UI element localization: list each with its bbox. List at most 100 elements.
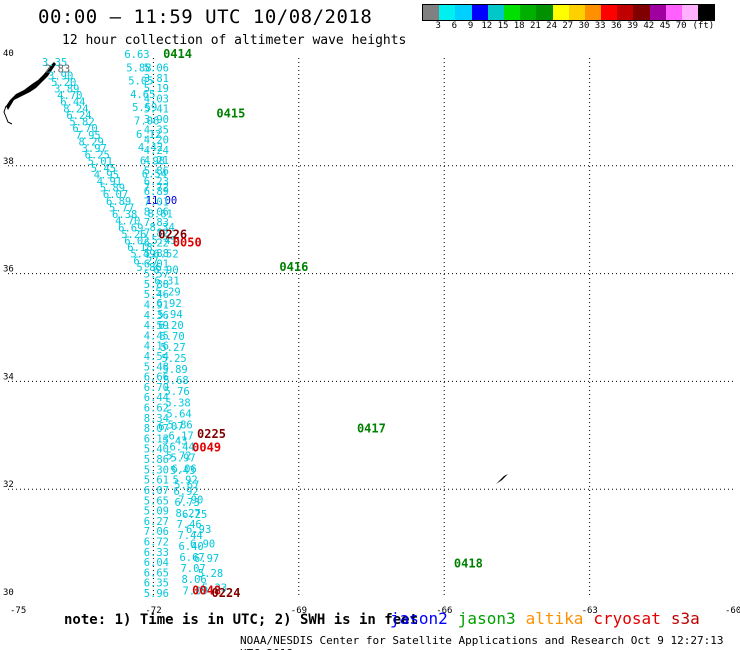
swh-value-label: 4.42 xyxy=(138,142,163,154)
swh-value-label: 5.45 xyxy=(151,235,176,247)
swh-value-label: 6.90 xyxy=(153,265,178,277)
swh-value-label: 5.41 xyxy=(144,104,169,116)
lat-tick-label: 36 xyxy=(3,265,14,275)
swh-value-label: 5.27 xyxy=(160,342,185,354)
swh-value-label: 5.29 xyxy=(155,287,180,299)
swh-value-label: 3.97 xyxy=(82,143,107,155)
swh-value-label: 6.92 xyxy=(156,298,181,310)
swh-value-label: 7.46 xyxy=(176,519,201,531)
swh-value-label: 6.62 xyxy=(144,403,169,415)
swh-value-label: 6.97 xyxy=(194,553,219,565)
credit-line: NOAA/NESDIS Center for Satellite Applica… xyxy=(240,634,724,650)
swh-value-label: 8.07 xyxy=(144,423,169,435)
swh-value-label: 6.92 xyxy=(173,486,198,498)
swh-value-label: 5.86 xyxy=(167,419,192,431)
pass-time-label: 0415 xyxy=(216,106,245,120)
swh-value-label: 5.09 xyxy=(144,506,169,518)
swh-value-label: 8.34 xyxy=(144,413,169,425)
swh-value-label: 7.90 xyxy=(178,494,203,506)
lon-tick-label: -66 xyxy=(436,606,452,616)
swh-value-label: 5.86 xyxy=(144,454,169,466)
swh-value-label: 5.97 xyxy=(170,453,195,465)
map-subtitle: 12 hour collection of altimeter wave hei… xyxy=(62,33,407,48)
swh-value-label: 5.26 xyxy=(121,229,146,241)
map-title: 00:00 – 11:59 UTC 10/08/2018 xyxy=(38,6,373,28)
swh-value-label: 5.59 xyxy=(132,102,157,114)
lon-tick-label: -72 xyxy=(145,606,161,616)
swh-value-label: 5.92 xyxy=(172,475,197,487)
color-swatch xyxy=(568,5,585,20)
swh-value-label: 6.01 xyxy=(144,258,169,270)
swh-value-label: 6.12 xyxy=(136,129,161,141)
coastline-hook xyxy=(3,105,13,125)
legend-jason2: jason2 xyxy=(390,609,448,628)
color-scale-tick: 39 xyxy=(627,21,639,31)
lat-tick-label: 32 xyxy=(3,480,14,490)
swh-value-label: 4.16 xyxy=(144,341,169,353)
swh-value-label: 3.89 xyxy=(54,84,79,96)
color-scale-tick: 27 xyxy=(562,21,574,31)
swh-value-label: 6.93 xyxy=(186,524,211,536)
swh-value-label: 6.38 xyxy=(112,209,137,221)
color-scale-ticks: 3 6 9 12 15 18 21 24 27 30 33 36 39 42 45 70 (ft) xyxy=(422,21,740,35)
swh-value-label: 6.20 xyxy=(158,320,183,332)
swh-value-label: 5.30 xyxy=(144,464,169,476)
swh-value-label: 5.76 xyxy=(164,386,189,398)
swh-value-label: 5.88 xyxy=(126,62,151,74)
pass-time-label: 0225 xyxy=(197,427,226,441)
swh-value-label: 5.65 xyxy=(144,495,169,507)
swh-value-label: 8.29 xyxy=(79,136,104,148)
pass-time-label: 0416 xyxy=(279,260,308,274)
swh-value-label: 4.36 xyxy=(144,310,169,322)
swh-value-label: 6.22 xyxy=(144,238,169,250)
lon-tick-label: -75 xyxy=(10,606,26,616)
color-scale-tick: 9 xyxy=(467,21,474,31)
axis-labels: -75 -72 -69 -66 -63 -60 40 38 36 34 32 30 xyxy=(3,49,740,616)
track-c: 5.063.815.194.035.413.904.354.204.244.21… xyxy=(144,62,169,600)
swh-value-label: 5.77 xyxy=(109,202,134,214)
color-scale-tick: 36 xyxy=(610,21,622,31)
legend-altika: altika xyxy=(525,609,584,628)
swh-value-label: 6.63 xyxy=(124,49,149,61)
pass-time-label: 0418 xyxy=(454,556,483,570)
swh-value-label: 4.91 xyxy=(97,176,122,188)
swh-value-label: 5.43 xyxy=(162,436,187,448)
swh-value-label: 7.06 xyxy=(134,115,159,127)
color-scale-bar xyxy=(422,4,716,21)
satellite-legend: jason2 jason3 altika cryosat s3a xyxy=(390,609,710,628)
swh-value-label: 6.07 xyxy=(144,485,169,497)
legend-jason3: jason3 xyxy=(457,609,516,628)
swh-value-label: 5.01 xyxy=(88,156,113,168)
color-scale-tick: 15 xyxy=(497,21,509,31)
swh-value-label: 5.33 xyxy=(202,583,227,595)
color-swatch xyxy=(520,5,537,20)
swh-value-label: 4.03 xyxy=(144,93,169,105)
swh-value-label: 6.44 xyxy=(169,442,194,454)
pass-time-label: 0224 xyxy=(212,586,241,600)
swh-value-label: 5.68 xyxy=(163,375,188,387)
swh-value-label: 5.57 xyxy=(144,269,169,281)
swh-value-label: 5.82 xyxy=(69,117,94,129)
track-e: 6.07 5.43 5.72 5.43 5.67 7.90 6.25 6.93 6.90 6.97… xyxy=(158,421,227,595)
swh-value-label: 5.49 xyxy=(130,249,155,261)
swh-value-label: 5.38 xyxy=(165,397,190,409)
swh-value-label: 7.82 xyxy=(144,227,169,239)
graticule-grid xyxy=(8,58,735,597)
lon-tick-label: -63 xyxy=(582,606,598,616)
swh-value-label: 7.83 xyxy=(144,217,169,229)
swh-value-label: 5.61 xyxy=(144,475,169,487)
altimeter-tracks: 3.352.833.905.203.894.706.448.246.245.82… xyxy=(42,49,227,600)
swh-value-label: 6.23 xyxy=(144,176,169,188)
swh-value-label: 4.95 xyxy=(94,169,119,181)
swh-value-label: 6.27 xyxy=(133,255,158,267)
pass-time-label: 0414 xyxy=(163,47,192,61)
track-b: 6.635.885.054.655.597.066.124.426.986.54… xyxy=(124,49,178,260)
color-scale-tick: 12 xyxy=(481,21,493,31)
swh-value-label: 6.17 xyxy=(168,430,193,442)
swh-value-label: 4.70 xyxy=(115,216,140,228)
swh-value-label: 5.67 xyxy=(174,480,199,492)
color-swatch xyxy=(423,5,440,20)
color-swatch xyxy=(698,5,715,20)
